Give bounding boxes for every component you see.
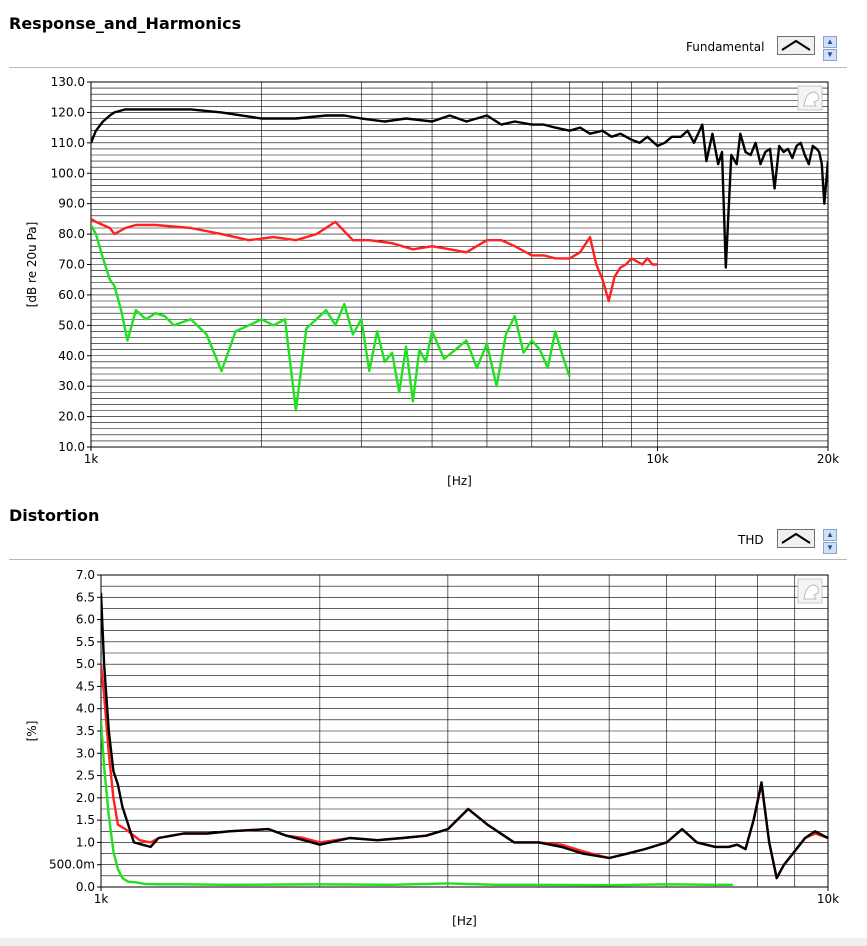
y-tick-label: 3.0 <box>76 746 95 760</box>
plot-selector-label-thd: THD <box>738 533 764 547</box>
y-tick-label: 70.0 <box>58 258 85 272</box>
x-tick-label: 1k <box>94 892 109 906</box>
series-line-0 <box>91 108 828 269</box>
plot-style-button-fundamental[interactable] <box>777 36 815 55</box>
y-tick-label: 1.5 <box>76 813 95 827</box>
line-style-icon <box>781 39 811 51</box>
plot-style-button-thd[interactable] <box>777 529 815 548</box>
y-tick-label: 80.0 <box>58 227 85 241</box>
chevron-down-icon[interactable]: ▼ <box>823 49 837 61</box>
plot-selector-label-fundamental: Fundamental <box>686 40 765 54</box>
x-tick-label: 10k <box>817 892 839 906</box>
y-axis-label: [%] <box>25 721 39 742</box>
y-tick-label: 5.0 <box>76 657 95 671</box>
y-tick-label: 110.0 <box>51 136 85 150</box>
x-tick-label: 1k <box>84 452 99 466</box>
y-tick-label: 0.0 <box>76 880 95 894</box>
line-style-icon <box>781 532 811 544</box>
plot-spinner-thd[interactable]: ▲ ▼ <box>823 529 837 555</box>
chevron-down-icon[interactable]: ▼ <box>823 542 837 554</box>
chevron-up-icon[interactable]: ▲ <box>823 36 837 48</box>
plot-spinner-fundamental[interactable]: ▲ ▼ <box>823 36 837 62</box>
panel-divider <box>9 67 847 68</box>
y-tick-label: 4.5 <box>76 679 95 693</box>
y-tick-label: 30.0 <box>58 379 85 393</box>
series-line-2 <box>101 719 733 887</box>
distortion-chart[interactable]: 0.0 500.0m 1.0 1.5 2.0 2.5 3.0 3.5 4.0 4.5 5.0 5.5 6… <box>0 562 867 938</box>
x-axis-label: [Hz] <box>447 474 472 488</box>
response-chart[interactable]: 10.0 20.0 30.0 40.0 50.0 60.0 70.0 80.0 90.0 100.… <box>0 70 867 495</box>
y-tick-label: 1.0 <box>76 835 95 849</box>
chevron-up-icon[interactable]: ▲ <box>823 529 837 541</box>
y-tick-label: 4.0 <box>76 702 95 716</box>
y-axis-label: [dB re 20u Pa] <box>25 222 39 308</box>
y-tick-label: 100.0 <box>51 166 85 180</box>
y-tick-label: 50.0 <box>58 318 85 332</box>
y-tick-label: 60.0 <box>58 288 85 302</box>
x-tick-label: 20k <box>817 452 839 466</box>
graph-palette-icon[interactable] <box>797 85 823 111</box>
y-tick-label: 120.0 <box>51 105 85 119</box>
x-axis-label: [Hz] <box>452 914 477 928</box>
y-tick-label: 500.0m <box>49 858 95 872</box>
y-tick-label: 20.0 <box>58 410 85 424</box>
panel-title-response: Response_and_Harmonics <box>9 14 242 33</box>
x-tick-label: 10k <box>646 452 668 466</box>
series-line-2 <box>91 224 571 412</box>
y-tick-label: 2.5 <box>76 769 95 783</box>
series-line-1 <box>101 592 828 880</box>
y-tick-label: 10.0 <box>58 440 85 454</box>
graph-palette-icon[interactable] <box>797 578 823 604</box>
y-tick-label: 90.0 <box>58 197 85 211</box>
y-tick-label: 6.5 <box>76 590 95 604</box>
y-tick-label: 130.0 <box>51 75 85 89</box>
y-tick-label: 3.5 <box>76 724 95 738</box>
panel-title-distortion: Distortion <box>9 506 100 525</box>
y-tick-label: 6.0 <box>76 613 95 627</box>
status-strip <box>0 938 867 946</box>
panel-divider <box>9 559 847 560</box>
y-tick-label: 7.0 <box>76 568 95 582</box>
y-tick-label: 40.0 <box>58 349 85 363</box>
series-line-1 <box>91 217 658 303</box>
y-tick-label: 2.0 <box>76 791 95 805</box>
y-tick-label: 5.5 <box>76 635 95 649</box>
